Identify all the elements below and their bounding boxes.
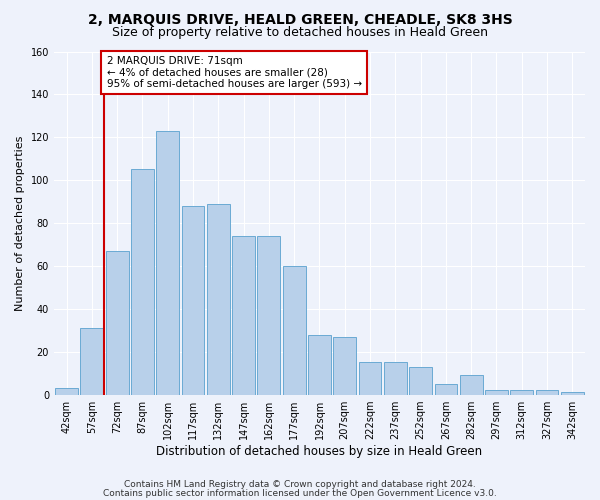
Bar [308, 334, 331, 394]
Bar [106, 251, 128, 394]
Text: Contains public sector information licensed under the Open Government Licence v3: Contains public sector information licen… [103, 489, 497, 498]
Bar [283, 266, 305, 394]
Bar [536, 390, 559, 394]
Bar [460, 376, 482, 394]
Bar [561, 392, 584, 394]
Bar [434, 384, 457, 394]
Bar [334, 336, 356, 394]
Text: Contains HM Land Registry data © Crown copyright and database right 2024.: Contains HM Land Registry data © Crown c… [124, 480, 476, 489]
Bar [511, 390, 533, 394]
Y-axis label: Number of detached properties: Number of detached properties [15, 136, 25, 310]
Bar [485, 390, 508, 394]
Bar [257, 236, 280, 394]
Bar [409, 366, 432, 394]
Bar [55, 388, 78, 394]
Text: Size of property relative to detached houses in Heald Green: Size of property relative to detached ho… [112, 26, 488, 39]
Bar [131, 170, 154, 394]
Bar [157, 131, 179, 394]
Text: 2, MARQUIS DRIVE, HEALD GREEN, CHEADLE, SK8 3HS: 2, MARQUIS DRIVE, HEALD GREEN, CHEADLE, … [88, 12, 512, 26]
X-axis label: Distribution of detached houses by size in Heald Green: Distribution of detached houses by size … [157, 444, 482, 458]
Bar [232, 236, 255, 394]
Bar [384, 362, 407, 394]
Bar [182, 206, 205, 394]
Bar [359, 362, 382, 394]
Text: 2 MARQUIS DRIVE: 71sqm
← 4% of detached houses are smaller (28)
95% of semi-deta: 2 MARQUIS DRIVE: 71sqm ← 4% of detached … [107, 56, 362, 89]
Bar [207, 204, 230, 394]
Bar [80, 328, 103, 394]
